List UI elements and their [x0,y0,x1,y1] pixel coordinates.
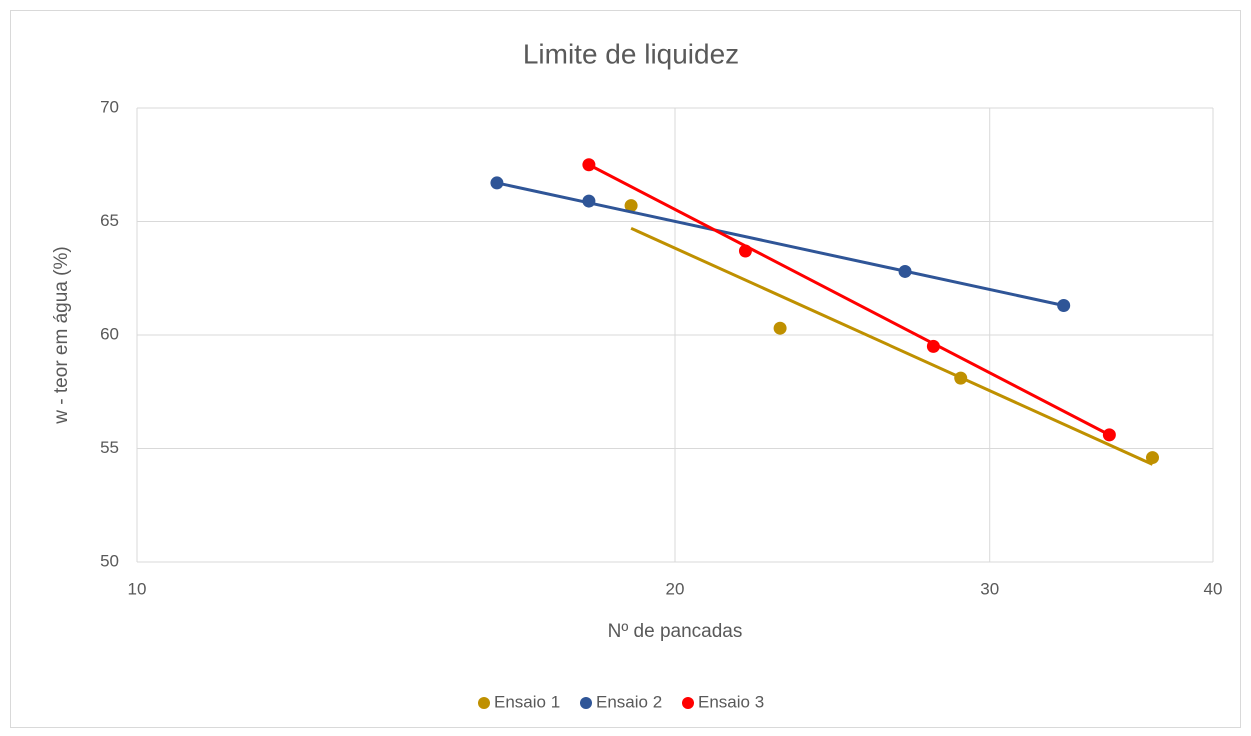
point [582,158,596,172]
trendline [630,226,1154,466]
legend-marker [580,697,592,709]
legend-label: Ensaio 2 [596,692,662,711]
x-tick-label: 20 [666,579,685,598]
point [582,194,596,208]
point [1102,428,1116,442]
point [624,199,638,213]
point [1145,451,1159,465]
legend-marker [682,697,694,709]
legend-marker [478,697,490,709]
y-tick-label: 55 [100,438,119,457]
x-tick-label: 30 [980,579,999,598]
legend-label: Ensaio 1 [494,692,560,711]
point [738,244,752,258]
trendline [588,163,1111,437]
legend-label: Ensaio 3 [698,692,764,711]
y-tick-label: 60 [100,324,119,343]
point [954,371,968,385]
y-tick-label: 70 [100,97,119,116]
y-tick-label: 65 [100,211,119,230]
x-axis-label: Nº de pancadas [608,621,743,642]
point [773,321,787,335]
point [490,176,504,190]
y-tick-label: 50 [100,551,119,570]
point [898,264,912,278]
point [1057,298,1071,312]
chart-title: Limite de liquidez [523,38,739,69]
chart-frame [10,10,1241,728]
point [926,339,940,353]
y-axis-label: w - teor em água (%) [51,246,72,424]
x-tick-label: 40 [1204,579,1223,598]
x-tick-label: 10 [128,579,147,598]
